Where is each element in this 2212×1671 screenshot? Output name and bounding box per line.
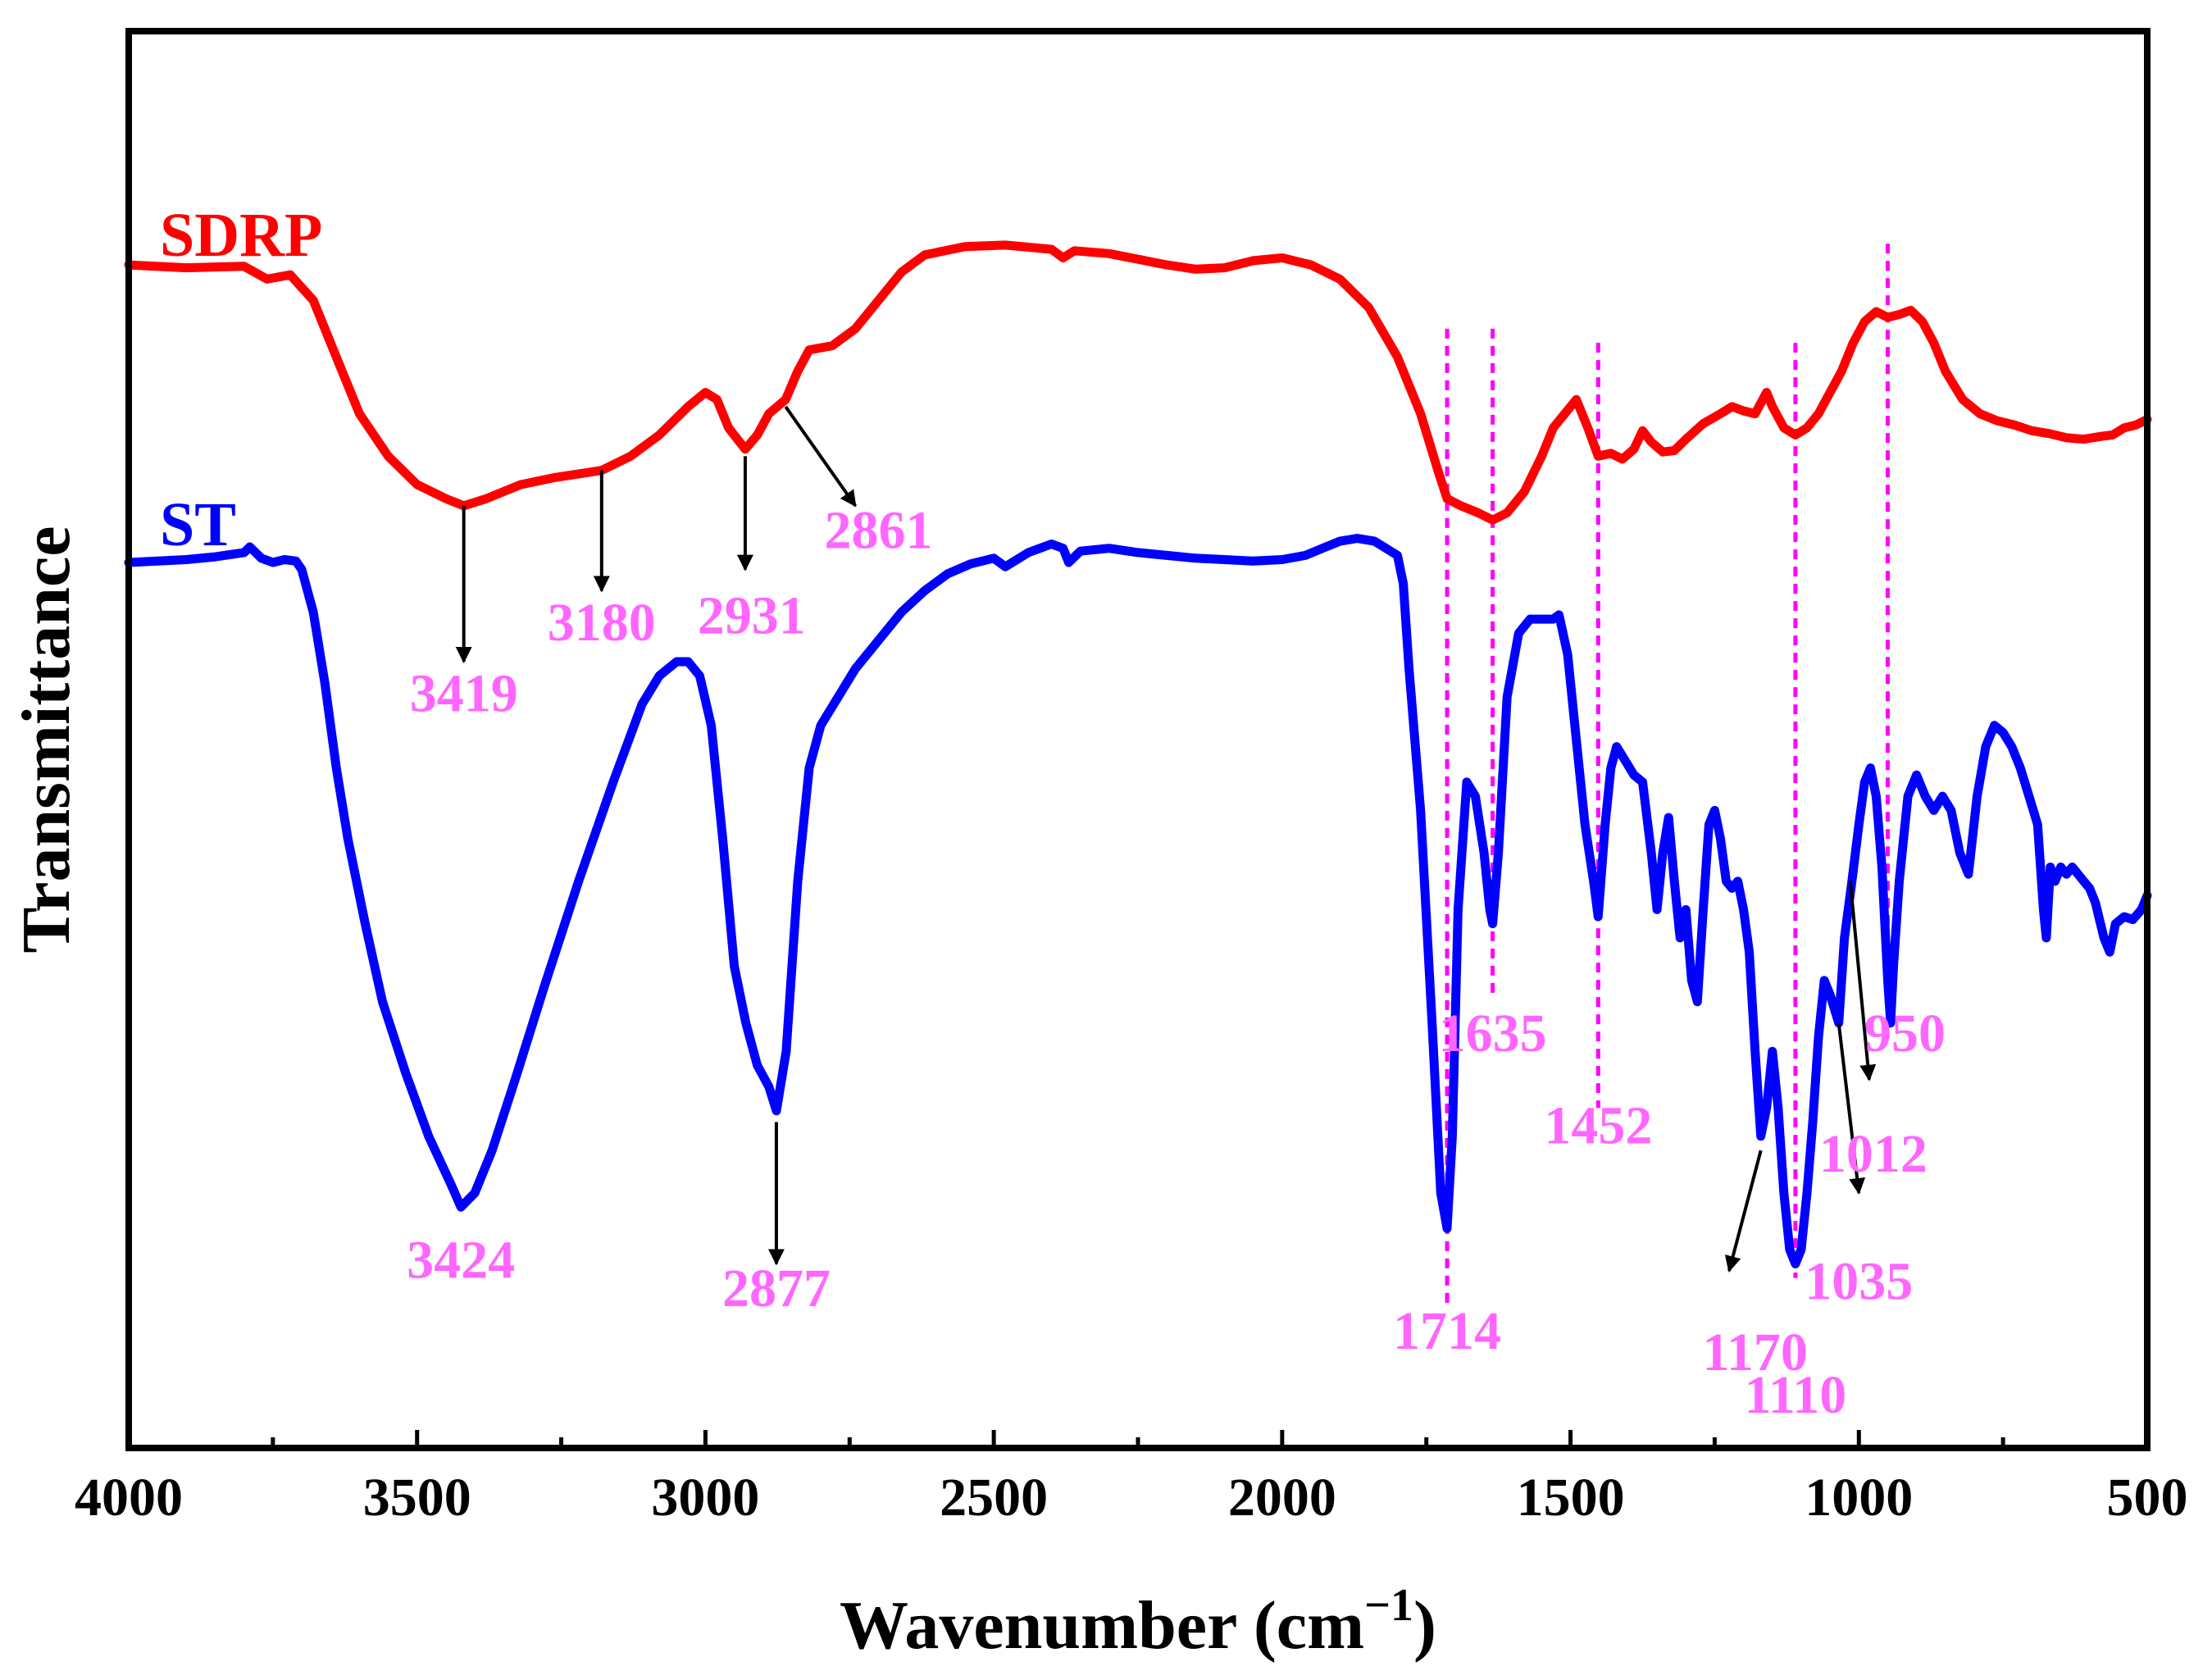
x-axis-tick-labels: 4000 3500 3000 2500 2000 1500 1000 500 <box>75 1468 2188 1528</box>
annotation-arrow <box>1848 881 1877 1081</box>
peak-label: 3180 <box>548 593 656 653</box>
x-tick-label: 1500 <box>1517 1468 1625 1528</box>
peak-label: 1035 <box>1805 1252 1913 1312</box>
peak-label: 1452 <box>1544 1095 1652 1155</box>
x-tick-label: 3500 <box>363 1468 471 1528</box>
peak-label: 1714 <box>1393 1301 1501 1361</box>
peak-label: 2861 <box>824 501 932 561</box>
peak-label: 1635 <box>1439 1004 1547 1063</box>
x-tick-label: 3000 <box>651 1468 759 1528</box>
peak-label: 1170 <box>1702 1323 1807 1382</box>
peak-label: 950 <box>1864 1004 1946 1063</box>
annotation-arrow <box>1724 1150 1763 1273</box>
x-axis-title: Wavenumber (cm−1) <box>840 1580 1436 1664</box>
x-tick-label: 2500 <box>940 1468 1048 1528</box>
y-axis-title: Transmittance <box>8 526 84 953</box>
x-tick-label: 1000 <box>1805 1468 1913 1528</box>
series-label-sdrp: SDRP <box>160 201 322 270</box>
x-tick-label: 500 <box>2107 1468 2188 1528</box>
series-line-st <box>124 534 2152 1268</box>
peak-label: 1012 <box>1819 1124 1928 1184</box>
annotation-arrow <box>1837 1022 1866 1195</box>
peak-label: 3419 <box>410 663 518 723</box>
series-labels: SDRP ST <box>160 201 322 559</box>
series-line-sdrp <box>124 240 2152 525</box>
peak-annotations: 3419 3180 2931 2861 3424 2877 1714 1635 1452 1170… <box>407 501 1946 1425</box>
annotation-arrows <box>455 405 1877 1273</box>
x-tick-label: 2000 <box>1228 1468 1336 1528</box>
peak-label: 1110 <box>1745 1365 1847 1425</box>
x-axis-ticks <box>126 1430 2150 1448</box>
series-lines <box>124 240 2152 1268</box>
peak-label: 2877 <box>722 1259 831 1318</box>
peak-label: 3424 <box>407 1231 515 1291</box>
annotation-arrow <box>784 405 857 508</box>
series-label-st: ST <box>160 490 236 559</box>
x-tick-label: 4000 <box>75 1468 183 1528</box>
peak-label: 2931 <box>698 585 806 645</box>
